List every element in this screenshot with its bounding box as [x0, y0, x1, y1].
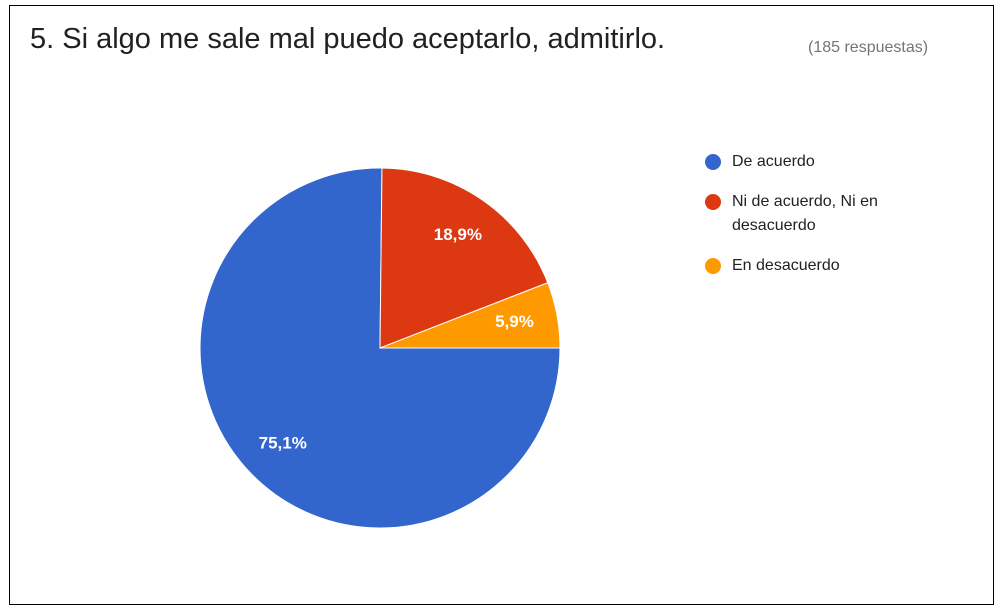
chart: 5. Si algo me sale mal puedo aceptarlo, …	[30, 23, 928, 529]
legend-label: Ni de acuerdo, Ni en desacuerdo	[732, 193, 878, 234]
legend-swatch	[705, 154, 721, 170]
legend-item: En desacuerdo	[704, 254, 934, 278]
legend-label: De acuerdo	[732, 153, 815, 170]
pie-slice	[379, 282, 561, 349]
legend-swatch	[705, 258, 721, 274]
data-label: 18,9%	[434, 225, 482, 244]
page: 5. Si algo me sale mal puedo aceptarlo, …	[9, 5, 994, 605]
legend-item: De acuerdo	[704, 150, 934, 174]
pie: 75,1% 18,9% 5,9%	[199, 167, 561, 529]
legend-swatch	[705, 194, 721, 210]
legend-item: Ni de acuerdo, Ni en desacuerdo	[704, 190, 934, 238]
legend-label: En desacuerdo	[732, 257, 840, 274]
pie-slice	[199, 167, 561, 529]
legend: De acuerdo Ni de acuerdo, Ni en desacuerd…	[704, 150, 934, 294]
data-label: 5,9%	[495, 312, 534, 331]
chart-subtitle: (185 respuestas)	[808, 39, 928, 56]
chart-title: 5. Si algo me sale mal puedo aceptarlo, …	[30, 23, 665, 55]
pie-slice	[379, 167, 549, 349]
data-label: 75,1%	[259, 434, 307, 453]
